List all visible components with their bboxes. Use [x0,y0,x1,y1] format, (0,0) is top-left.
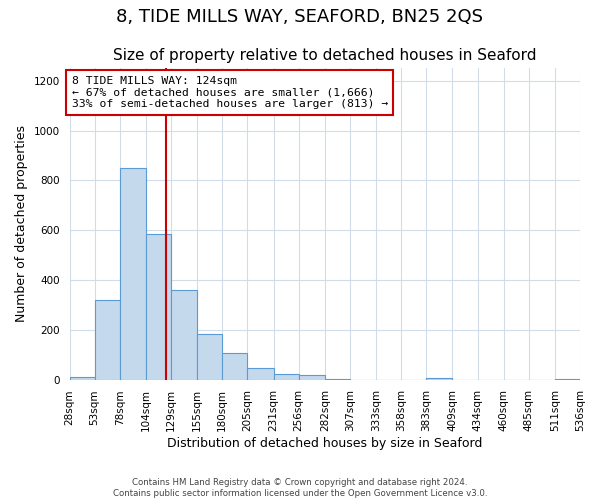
Title: Size of property relative to detached houses in Seaford: Size of property relative to detached ho… [113,48,536,63]
X-axis label: Distribution of detached houses by size in Seaford: Distribution of detached houses by size … [167,437,482,450]
Text: 8, TIDE MILLS WAY, SEAFORD, BN25 2QS: 8, TIDE MILLS WAY, SEAFORD, BN25 2QS [116,8,484,26]
Text: Contains HM Land Registry data © Crown copyright and database right 2024.
Contai: Contains HM Land Registry data © Crown c… [113,478,487,498]
Bar [95,300,120,380]
Bar [299,376,325,380]
Bar [247,368,274,380]
Bar [171,290,197,380]
Bar [325,379,350,380]
Bar [120,168,146,380]
Bar [222,354,247,380]
Bar [70,377,95,380]
Bar [426,378,452,380]
Bar [274,374,299,380]
Text: 8 TIDE MILLS WAY: 124sqm
← 67% of detached houses are smaller (1,666)
33% of sem: 8 TIDE MILLS WAY: 124sqm ← 67% of detach… [71,76,388,110]
Y-axis label: Number of detached properties: Number of detached properties [15,126,28,322]
Bar [197,334,222,380]
Bar [146,234,171,380]
